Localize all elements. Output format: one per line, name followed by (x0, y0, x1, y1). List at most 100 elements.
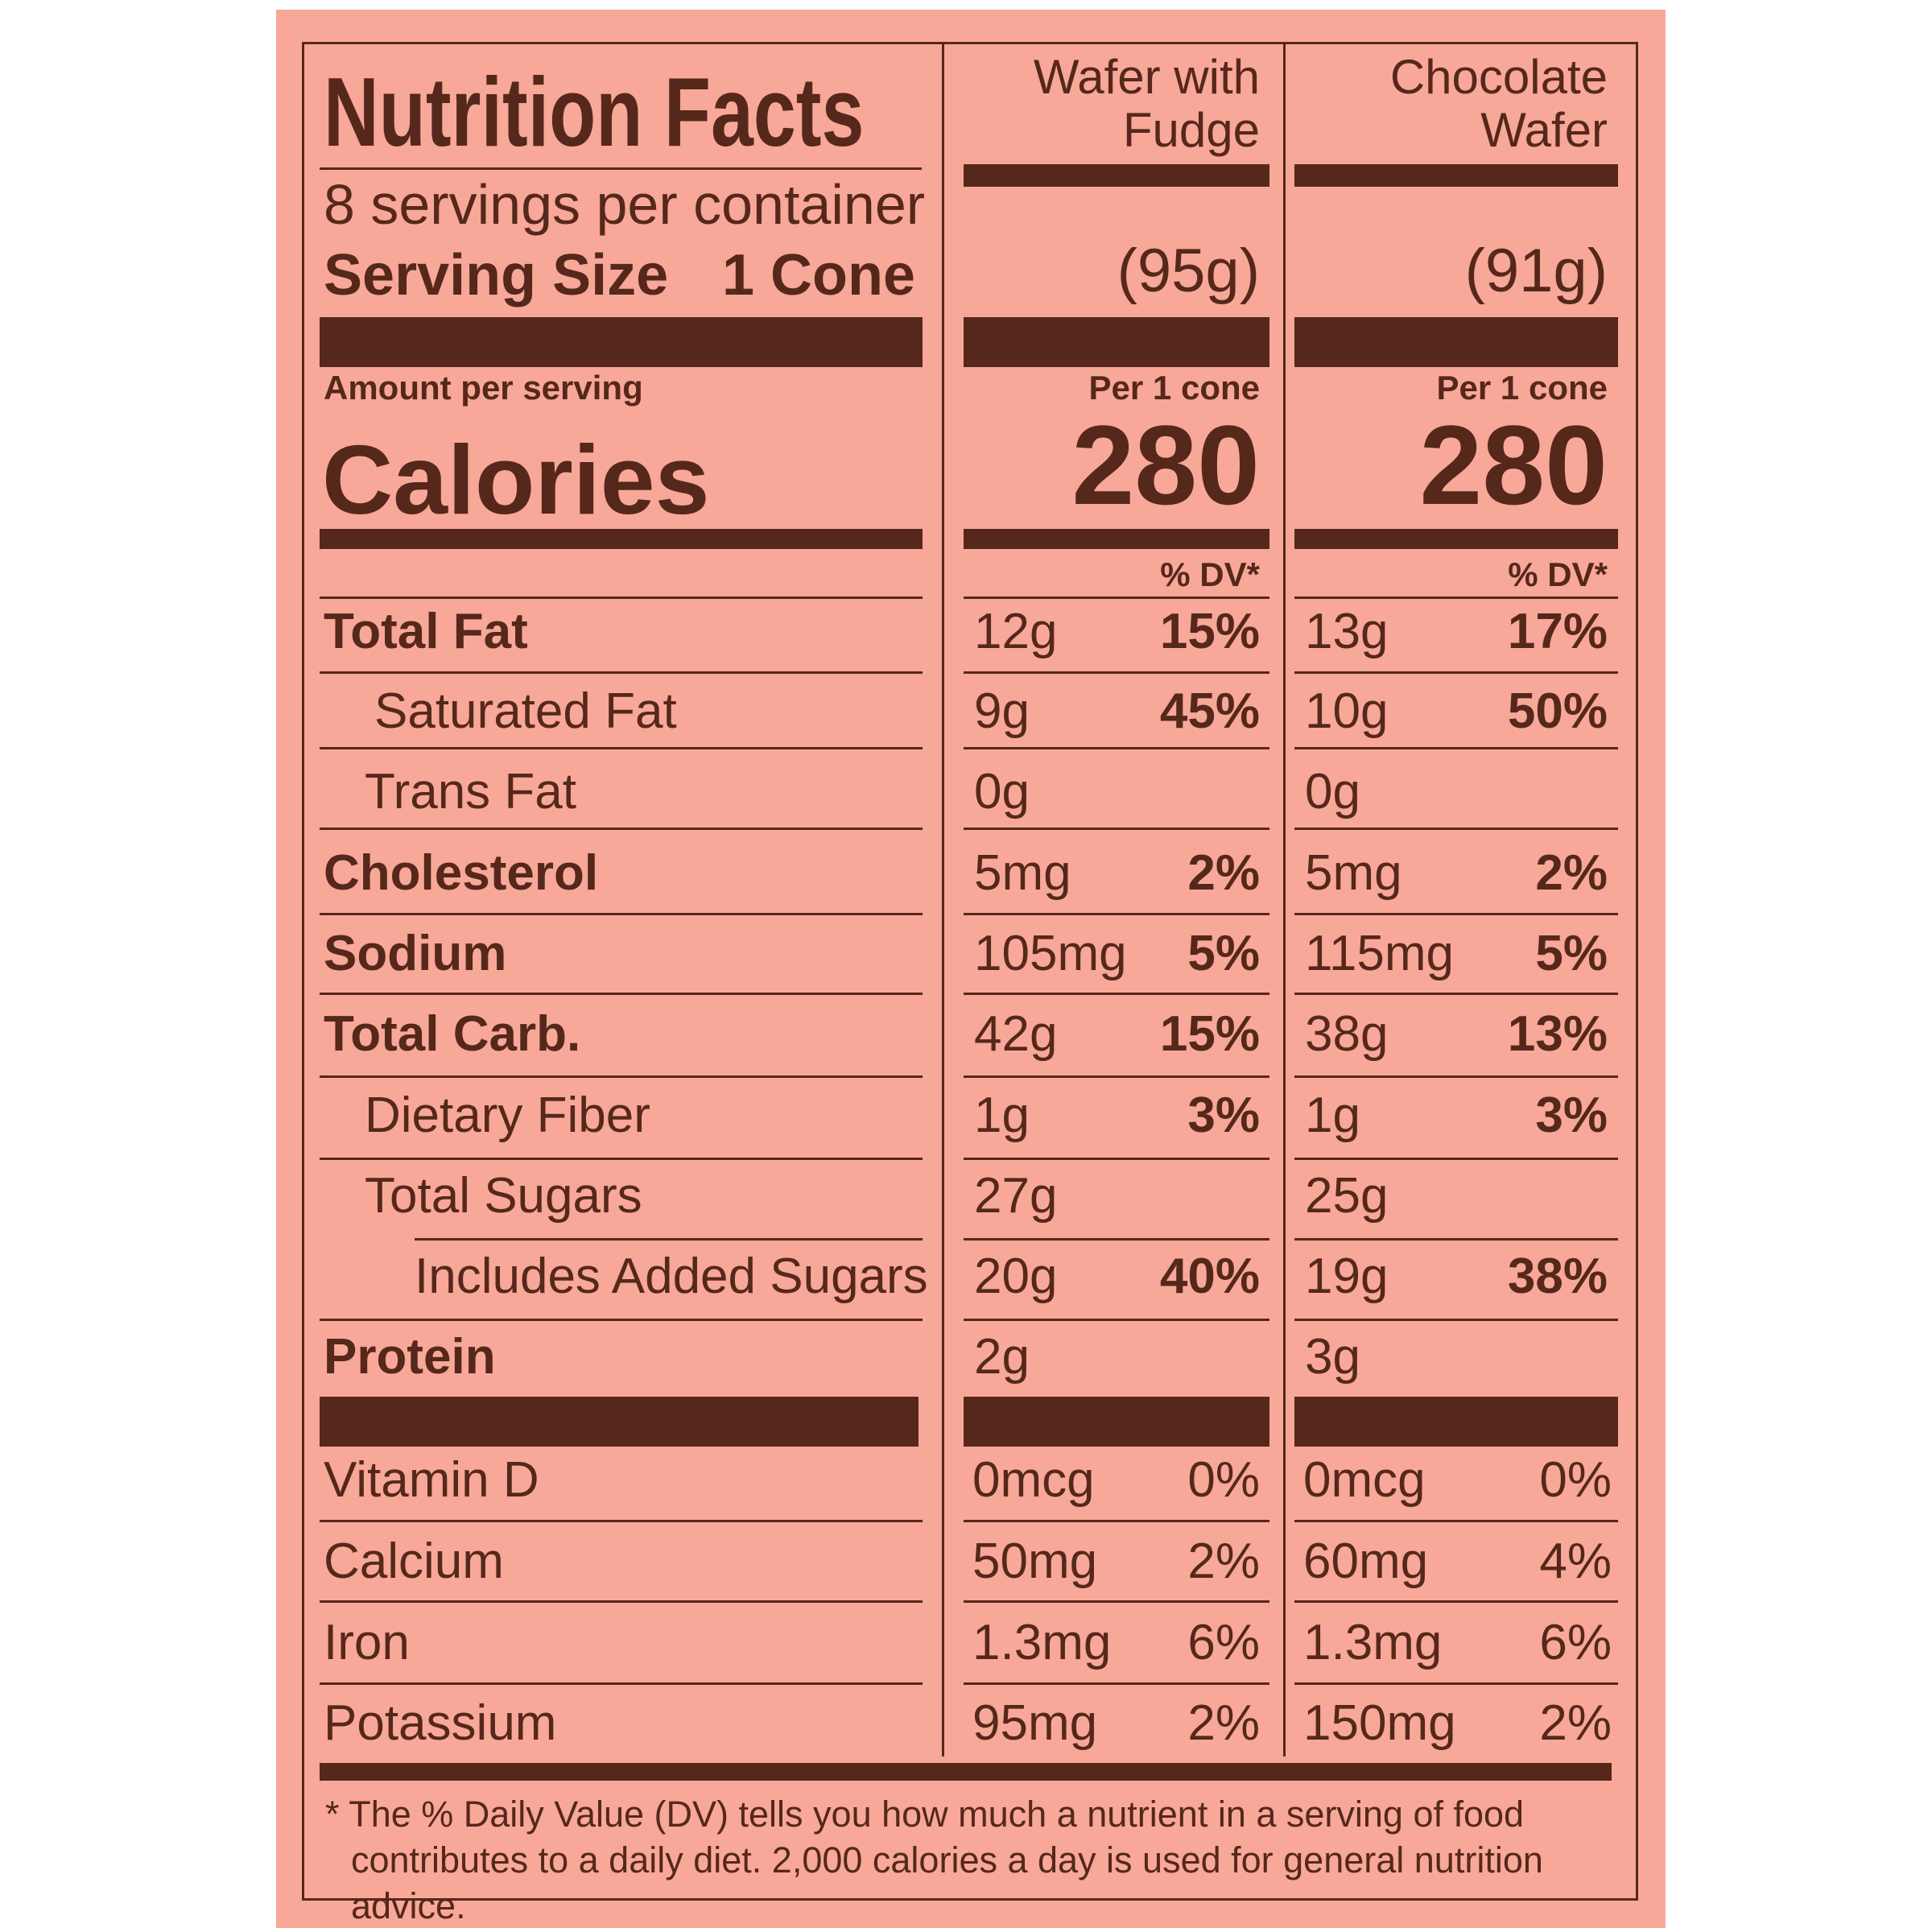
column1-dv: 15% (1159, 604, 1260, 659)
column2-amount: 115mg (1305, 926, 1454, 981)
column2-dv: 4% (1539, 1534, 1612, 1589)
column2-amount: 10g (1305, 683, 1389, 739)
column2-dv: 2% (1535, 845, 1608, 901)
column1-amount: 0g (974, 764, 1030, 819)
row-rule-left (320, 1600, 923, 1603)
row-rule-column2 (1294, 993, 1618, 995)
column1-dv: 2% (1187, 1695, 1260, 1751)
row-rule-column2 (1294, 828, 1618, 830)
column1-dv: 5% (1187, 926, 1260, 981)
row-rule-left (320, 671, 923, 674)
nutrient-name: Sodium (324, 926, 507, 981)
column2-amount: 25g (1305, 1168, 1389, 1224)
column2-amount: 13g (1305, 604, 1389, 659)
column2-amount: 0g (1305, 764, 1360, 819)
column1-amount: 2g (974, 1329, 1030, 1385)
column2-amount: 1g (1305, 1088, 1360, 1143)
column1-amount: 20g (974, 1249, 1058, 1304)
column1-dv: 2% (1187, 1534, 1260, 1589)
nutrient-name: Dietary Fiber (365, 1088, 650, 1143)
column2-amount: 60mg (1303, 1534, 1429, 1589)
column2-amount: 5mg (1305, 845, 1402, 901)
thick-bar-column1 (964, 317, 1269, 367)
calories-bar-left (320, 529, 923, 549)
column2-dv: 5% (1535, 926, 1608, 981)
column2-amount: 3g (1305, 1329, 1360, 1385)
vitamin-bar-left (320, 1397, 919, 1447)
column1-amount: 50mg (972, 1534, 1098, 1589)
column1-name-line1: Wafer with (1033, 50, 1260, 104)
serving-size-label: Serving Size (324, 243, 669, 308)
row-rule-left (320, 913, 923, 915)
column1-per-cone: Per 1 cone (1088, 369, 1260, 407)
row-rule-column1 (964, 1600, 1269, 1603)
row-rule-column1 (964, 993, 1269, 995)
row-rule-left (320, 1319, 923, 1321)
column1-dv: 15% (1159, 1006, 1260, 1062)
column2-name-line1: Chocolate (1389, 50, 1608, 104)
column2-amount: 150mg (1303, 1695, 1456, 1751)
row-rule-column1 (964, 671, 1269, 674)
row-rule-column1 (964, 1682, 1269, 1685)
column1-amount: 0mcg (972, 1452, 1095, 1508)
column1-dv: 2% (1187, 845, 1260, 901)
row-rule-column1 (964, 913, 1269, 915)
column2-header-bar (1294, 164, 1618, 187)
label-title: Nutrition Facts (324, 57, 865, 167)
column2-amount: 19g (1305, 1249, 1389, 1304)
column2-dv: 38% (1507, 1249, 1608, 1304)
footnote: * The % Daily Value (DV) tells you how m… (325, 1794, 1543, 1926)
nutrient-name: Trans Fat (365, 764, 576, 819)
column1-dv: 6% (1187, 1615, 1260, 1670)
row-rule-left (320, 597, 923, 599)
column2-per-cone: Per 1 cone (1436, 369, 1608, 407)
column1-amount: 95mg (972, 1695, 1098, 1751)
column1-amount: 9g (974, 683, 1030, 739)
row-rule-column2 (1294, 747, 1618, 749)
nutrient-name: Cholesterol (324, 845, 599, 901)
nutrient-name: Total Sugars (365, 1168, 642, 1224)
amount-per-serving: Amount per serving (324, 369, 643, 407)
column2-dv: 17% (1507, 604, 1608, 659)
row-rule-column2 (1294, 671, 1618, 674)
column1-dv: 0% (1187, 1452, 1260, 1508)
row-rule-column2 (1294, 1600, 1618, 1603)
row-rule-column2 (1294, 1238, 1618, 1241)
column1-weight: (95g) (1117, 237, 1260, 305)
thick-bar-column2 (1294, 317, 1618, 367)
column1-calories: 280 (1071, 402, 1260, 528)
column1-amount: 12g (974, 604, 1058, 659)
nutrient-name: Total Fat (324, 604, 528, 659)
column1-amount: 1g (974, 1088, 1030, 1143)
column1-amount: 5mg (974, 845, 1071, 901)
column2-amount: 38g (1305, 1006, 1389, 1062)
column-divider-2 (1283, 42, 1286, 1757)
nutrient-name: Total Carb. (324, 1006, 581, 1062)
row-rule-column1 (964, 1238, 1269, 1241)
row-rule-column1 (964, 1158, 1269, 1160)
row-rule-column1 (964, 1075, 1269, 1078)
serving-size-value: 1 Cone (722, 243, 916, 308)
column2-calories: 280 (1419, 402, 1608, 528)
calories-label: Calories (322, 425, 710, 535)
vitamin-name: Potassium (324, 1695, 557, 1751)
row-rule-left (320, 747, 923, 749)
row-rule-column1 (964, 1319, 1269, 1321)
row-rule-left (320, 1158, 923, 1160)
column2-dv: 3% (1535, 1088, 1608, 1143)
row-rule-column2 (1294, 913, 1618, 915)
row-rule-left (415, 1238, 923, 1241)
column2-weight: (91g) (1464, 237, 1608, 305)
row-rule-column2 (1294, 1075, 1618, 1078)
vitamin-name: Calcium (324, 1534, 504, 1589)
row-rule-column2 (1294, 597, 1618, 599)
servings-per-container: 8 servings per container (324, 173, 926, 236)
column1-amount: 27g (974, 1168, 1058, 1224)
column1-amount: 105mg (974, 926, 1127, 981)
row-rule-column2 (1294, 1682, 1618, 1685)
row-rule-left (320, 1520, 923, 1522)
row-rule-column2 (1294, 1158, 1618, 1160)
column2-amount: 0mcg (1303, 1452, 1426, 1508)
vitamin-bar-column2 (1294, 1397, 1618, 1447)
column2-dv: 0% (1539, 1452, 1612, 1508)
